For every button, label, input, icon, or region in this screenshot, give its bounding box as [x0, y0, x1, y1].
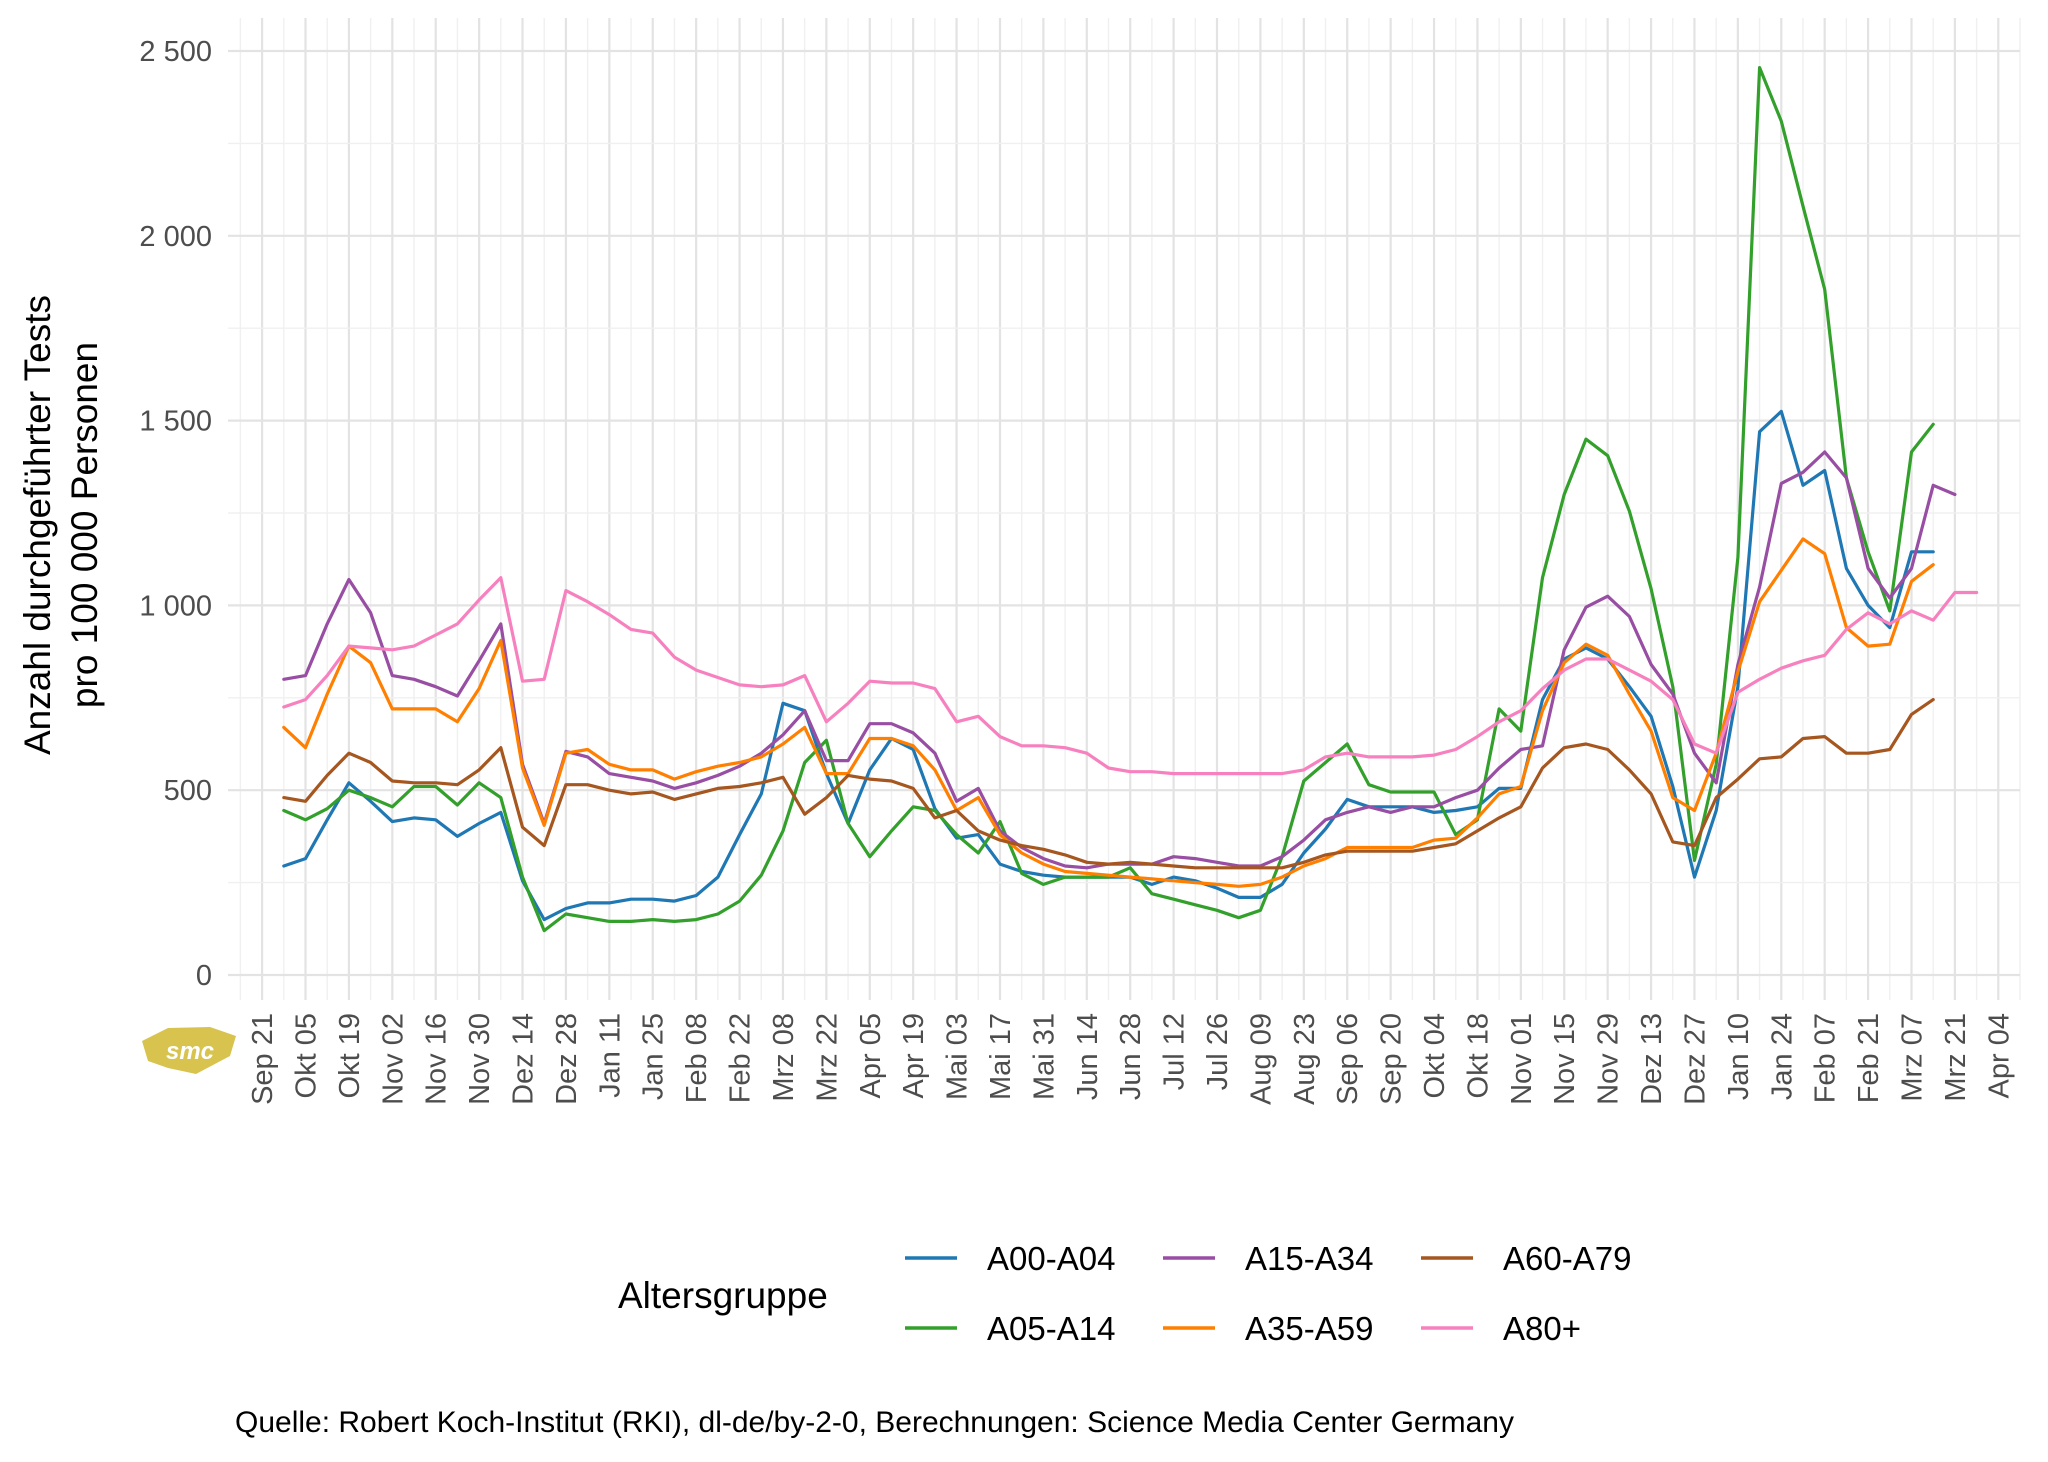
x-tick-label: Okt 05 — [291, 1013, 323, 1098]
x-tick-label: Jan 10 — [1723, 1013, 1755, 1100]
legend: Altersgruppe A00-A04 A05-A14 A15-A34 A35-A5… — [618, 1240, 1631, 1347]
x-tick-label: Apr 04 — [1983, 1013, 2015, 1098]
x-tick-label: Jan 25 — [638, 1013, 670, 1100]
x-tick-label: Feb 21 — [1853, 1013, 1885, 1103]
x-tick-label: Nov 01 — [1506, 1013, 1538, 1105]
x-tick-label: Feb 07 — [1810, 1013, 1842, 1103]
series-line-a60-a79 — [282, 697, 1935, 870]
x-tick-label: Jan 11 — [594, 1013, 626, 1098]
x-tick-label: Sep 21 — [247, 1013, 279, 1105]
legend-items: A00-A04 A05-A14 A15-A34 A35-A59 A60-A79 A80+ — [905, 1240, 1631, 1347]
legend-title: Altersgruppe — [618, 1275, 828, 1316]
x-tick-label: Feb 08 — [681, 1013, 713, 1103]
x-tick-label: Mai 31 — [1028, 1013, 1060, 1100]
legend-label: A05-A14 — [987, 1310, 1115, 1347]
x-tick-label: Okt 19 — [334, 1013, 366, 1098]
smc-logo-text: smc — [166, 1038, 214, 1065]
x-tick-label: Okt 04 — [1419, 1013, 1451, 1098]
x-tick-label: Apr 05 — [855, 1013, 887, 1098]
x-tick-label: Dez 28 — [551, 1013, 583, 1105]
legend-label: A00-A04 — [987, 1240, 1115, 1277]
legend-label: A15-A34 — [1245, 1240, 1373, 1277]
y-tick-label: 500 — [164, 775, 212, 807]
y-axis-title: Anzahl durchgeführter Tests pro 100 000 P… — [17, 295, 105, 755]
x-tick-label: Dez 13 — [1636, 1013, 1668, 1105]
x-tick-label: Jun 28 — [1115, 1013, 1147, 1100]
series-line-a80- — [282, 576, 1979, 776]
x-tick-label: Dez 27 — [1679, 1013, 1711, 1105]
smc-logo-shape — [142, 1027, 236, 1074]
caption: Quelle: Robert Koch-Institut (RKI), dl-d… — [235, 1406, 1514, 1439]
x-tick-label: Mai 17 — [985, 1013, 1017, 1100]
x-tick-label: Sep 20 — [1376, 1013, 1408, 1105]
x-tick-label: Mrz 22 — [811, 1013, 843, 1102]
grid — [228, 18, 2021, 1000]
x-tick-label: Okt 18 — [1462, 1013, 1494, 1098]
x-tick-label: Jul 26 — [1202, 1013, 1234, 1090]
x-tick-label: Nov 30 — [464, 1013, 496, 1105]
series-lines — [282, 65, 1979, 933]
x-tick-label: Feb 22 — [725, 1013, 757, 1103]
series-line-a15-a34 — [282, 450, 1957, 870]
x-tick-label: Nov 15 — [1549, 1013, 1581, 1105]
x-tick-label: Mrz 21 — [1940, 1013, 1972, 1102]
x-tick-label: Nov 29 — [1593, 1013, 1625, 1105]
y-tick-label: 2 500 — [139, 36, 212, 68]
y-axis-title-line: Anzahl durchgeführter Tests — [17, 295, 58, 755]
y-tick-label: 0 — [196, 960, 212, 992]
y-tick-label: 1 000 — [139, 590, 212, 622]
series-line-a05-a14 — [282, 65, 1935, 933]
x-tick-label: Aug 23 — [1289, 1013, 1321, 1105]
x-tick-label: Nov 16 — [421, 1013, 453, 1105]
x-tick-label: Apr 19 — [898, 1013, 930, 1098]
series-line-a35-a59 — [282, 537, 1935, 888]
y-axis-tick-labels: 0 500 1 000 1 500 2 000 2 500 — [139, 36, 212, 992]
legend-label: A60-A79 — [1503, 1240, 1631, 1277]
legend-label: A80+ — [1503, 1310, 1581, 1347]
x-tick-label: Jul 12 — [1159, 1013, 1191, 1090]
x-tick-label: Mrz 08 — [768, 1013, 800, 1102]
y-tick-label: 1 500 — [139, 406, 212, 438]
x-tick-label: Jun 14 — [1072, 1013, 1104, 1100]
y-tick-label: 2 000 — [139, 221, 212, 253]
x-tick-label: Jan 24 — [1766, 1013, 1798, 1100]
x-tick-label: Nov 02 — [377, 1013, 409, 1105]
x-tick-label: Dez 14 — [508, 1013, 540, 1105]
x-tick-label: Mrz 07 — [1896, 1013, 1928, 1102]
smc-logo: smc — [142, 1027, 236, 1074]
x-tick-label: Mai 03 — [942, 1013, 974, 1100]
x-axis-tick-labels: Sep 21 Okt 05 Okt 19 Nov 02 Nov 16 Nov 30 Dez … — [247, 1013, 2015, 1105]
x-tick-label: Aug 09 — [1245, 1013, 1277, 1105]
y-axis-title-line: pro 100 000 Personen — [64, 342, 105, 708]
legend-label: A35-A59 — [1245, 1310, 1373, 1347]
x-tick-label: Sep 06 — [1332, 1013, 1364, 1105]
